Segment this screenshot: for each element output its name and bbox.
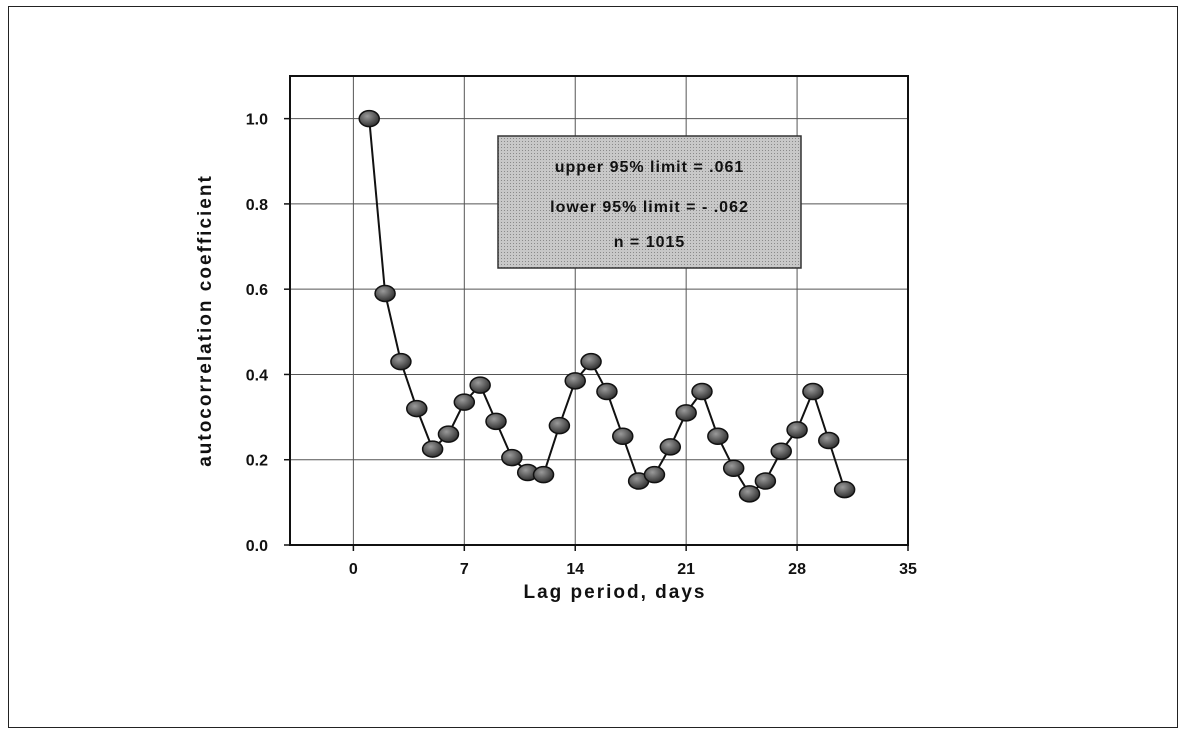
x-tick-label: 28 [788, 561, 806, 578]
data-point [818, 431, 840, 450]
data-point [421, 440, 444, 458]
data-point [580, 352, 602, 371]
figure-frame [8, 6, 1178, 728]
statistics-annotation-box: upper 95% limit = .061 lower 95% limit =… [497, 135, 802, 269]
data-point [722, 459, 745, 478]
data-point [596, 382, 618, 401]
x-axis-label: Lag period, days [524, 582, 707, 603]
data-point [786, 421, 808, 439]
data-point [406, 399, 428, 418]
data-point [754, 472, 777, 490]
data-point [833, 480, 856, 499]
data-point [374, 284, 396, 303]
x-tick-label: 21 [677, 561, 695, 578]
tick-labels: 0 7 14 21 28 35 0.0 0.2 0.4 0.6 0.8 1.0 [246, 112, 917, 578]
y-tick-label: 0.6 [246, 282, 268, 299]
data-point [675, 404, 697, 422]
y-tick-label: 0.0 [246, 538, 268, 555]
y-axis-label: autocorrelation coefficient [195, 174, 216, 467]
upper-limit-text: upper 95% limit = .061 [555, 159, 745, 176]
data-point [390, 352, 412, 371]
x-tick-label: 0 [349, 561, 358, 578]
data-point [707, 427, 729, 446]
data-point [469, 376, 491, 394]
y-tick-label: 0.2 [246, 453, 268, 470]
x-tick-label: 35 [899, 561, 917, 578]
y-tick-label: 0.4 [246, 367, 268, 384]
data-point [548, 416, 571, 435]
data-point [738, 485, 761, 503]
data-point [643, 465, 666, 484]
y-tick-label: 0.8 [246, 197, 268, 214]
y-tick-label: 1.0 [246, 112, 268, 129]
data-point [612, 427, 634, 446]
x-tick-label: 7 [460, 561, 469, 578]
data-point [802, 382, 824, 401]
data-markers [358, 109, 856, 503]
data-point [770, 442, 792, 460]
data-point [691, 382, 713, 401]
data-point [485, 412, 507, 431]
data-point [659, 438, 682, 456]
plot-area-border [289, 75, 909, 546]
axis-ticks [284, 117, 909, 551]
x-tick-label: 14 [566, 561, 584, 578]
data-point [453, 393, 476, 411]
sample-size-text: n = 1015 [614, 234, 686, 251]
data-point [564, 372, 586, 390]
data-point [437, 425, 460, 443]
data-point [358, 109, 380, 128]
annotation-background [497, 135, 802, 269]
data-point [532, 465, 555, 484]
data-point [501, 448, 523, 467]
lower-limit-text: lower 95% limit = - .062 [550, 199, 749, 216]
